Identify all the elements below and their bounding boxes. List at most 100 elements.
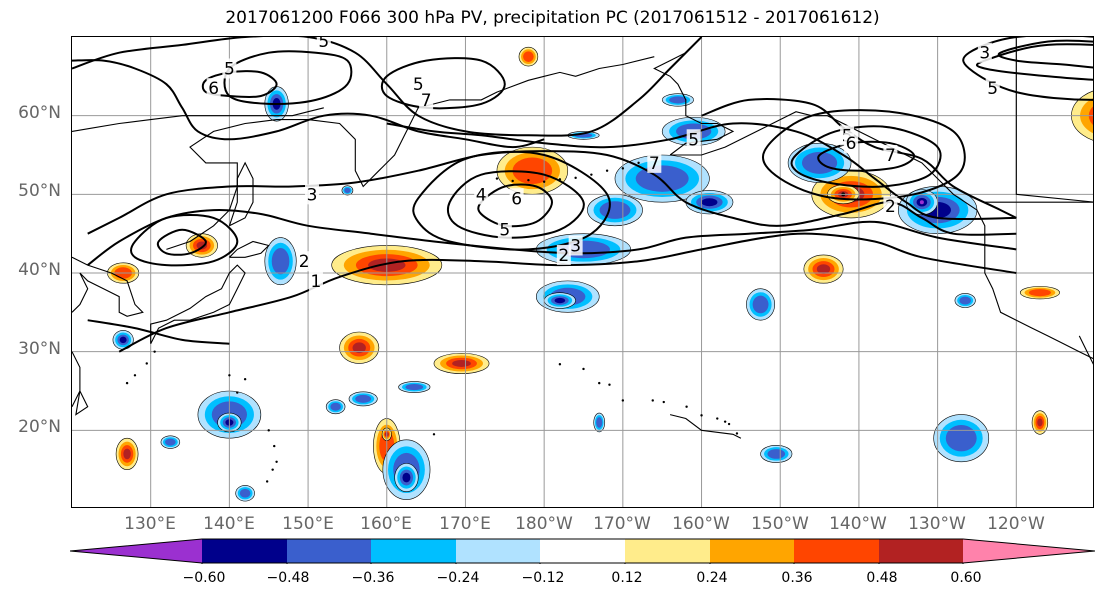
coastline xyxy=(75,390,89,416)
colorbar-segment xyxy=(879,539,963,563)
island xyxy=(275,460,278,463)
contour-label: 7 xyxy=(421,91,432,111)
island xyxy=(727,422,731,426)
precip-anomaly-blob xyxy=(919,200,924,205)
contour-label: 2 xyxy=(558,246,569,266)
island xyxy=(605,169,609,172)
pv-contour xyxy=(87,208,1017,266)
contour-label: 5 xyxy=(224,59,235,79)
contour-label: 2 xyxy=(885,197,896,217)
island xyxy=(582,367,585,371)
coastline xyxy=(653,37,735,156)
pv-contour xyxy=(446,170,585,239)
island xyxy=(651,399,654,402)
contour-label: 3 xyxy=(570,236,581,256)
colorbar-tick-label: −0.60 xyxy=(182,570,226,586)
precip-anomaly-blob xyxy=(554,297,566,304)
lon-label-160w: 160°W xyxy=(672,514,730,534)
island xyxy=(273,444,276,448)
colorbar-segment xyxy=(287,539,371,563)
island xyxy=(574,176,577,180)
precip-anomaly-blob xyxy=(330,402,341,411)
lon-label-120w: 120°W xyxy=(987,514,1045,534)
contour-label-bg xyxy=(419,89,434,110)
island xyxy=(432,433,436,436)
colorbar-segment xyxy=(625,539,710,563)
island xyxy=(723,420,727,423)
precip-anomaly-blob xyxy=(752,295,769,314)
island xyxy=(267,429,270,432)
lat-label-50n: 50°N xyxy=(18,181,61,201)
pv-contour xyxy=(156,228,207,256)
precip-anomaly-blob xyxy=(355,394,372,403)
contour-label-bg xyxy=(297,251,312,272)
contour-label: 6 xyxy=(511,189,522,209)
precip-anomaly-blob xyxy=(271,247,290,275)
coastline xyxy=(1015,37,1093,203)
island xyxy=(511,179,514,183)
contour-label: 6 xyxy=(846,134,857,154)
colorbar-segment xyxy=(710,539,794,563)
island xyxy=(716,417,719,420)
contour-label-bg xyxy=(883,145,898,165)
coastline xyxy=(150,264,246,345)
island xyxy=(637,161,640,165)
contour-label-bg xyxy=(497,219,512,240)
island xyxy=(735,432,739,435)
contour-label: 7 xyxy=(885,146,896,166)
island xyxy=(125,381,129,385)
precip-anomaly-blob xyxy=(945,424,977,452)
island xyxy=(542,180,546,183)
pv-contour xyxy=(130,213,239,267)
precip-anomaly-blob xyxy=(599,201,631,219)
island xyxy=(621,399,625,402)
contour-label: 5 xyxy=(318,37,329,52)
lon-label-150e: 150°E xyxy=(282,514,334,534)
lon-label-140e: 140°E xyxy=(203,514,255,534)
contour-label: 3 xyxy=(307,185,318,205)
contour-label-bg xyxy=(411,74,426,95)
island xyxy=(265,480,269,483)
contour-label-bg xyxy=(844,133,859,154)
contour-label: 2 xyxy=(299,252,310,272)
precip-anomaly-blob xyxy=(701,198,718,207)
pv-contour xyxy=(477,183,554,228)
contour-label-bg xyxy=(509,188,524,209)
plot-title: 2017061200 F066 300 hPa PV, precipitatio… xyxy=(225,8,880,28)
colorbar-tick-label: −0.12 xyxy=(521,570,565,586)
contour-label-bg xyxy=(977,42,992,63)
precip-anomaly-blob xyxy=(1028,289,1051,297)
precip-anomaly-blob xyxy=(405,383,424,391)
lon-label-170e: 170°E xyxy=(439,514,491,534)
colorbar-segment xyxy=(540,539,625,563)
precip-anomaly-blob xyxy=(596,417,603,428)
contour-label: 5 xyxy=(413,75,424,95)
lon-label-170w: 170°W xyxy=(593,514,651,534)
contour-label-bg xyxy=(474,184,489,205)
island xyxy=(236,391,239,394)
pv-contour xyxy=(762,109,966,201)
island xyxy=(662,400,665,404)
precip-anomaly-blob xyxy=(816,264,831,274)
pv-contour xyxy=(118,232,1017,353)
precip-anomaly-blob xyxy=(512,157,553,184)
island xyxy=(590,173,593,176)
coastline xyxy=(72,351,81,407)
lon-label-140w: 140°W xyxy=(829,514,887,534)
colorbar-tick-label: −0.24 xyxy=(436,570,480,586)
colorbar-segment xyxy=(202,539,287,563)
precip-anomaly-blob xyxy=(402,472,411,483)
contour-label-bg xyxy=(316,37,331,51)
pv-contour xyxy=(380,57,506,110)
island xyxy=(145,362,148,365)
island xyxy=(271,468,274,471)
island xyxy=(685,405,688,408)
island xyxy=(621,167,625,170)
lat-label-30n: 30°N xyxy=(18,339,61,359)
precip-anomaly-blob xyxy=(196,241,208,250)
pv-contour xyxy=(701,98,1017,219)
coastline xyxy=(670,111,1093,360)
lon-label-150w: 150°W xyxy=(751,514,809,534)
contour-label: 7 xyxy=(649,154,660,174)
colorbar xyxy=(70,538,1095,564)
